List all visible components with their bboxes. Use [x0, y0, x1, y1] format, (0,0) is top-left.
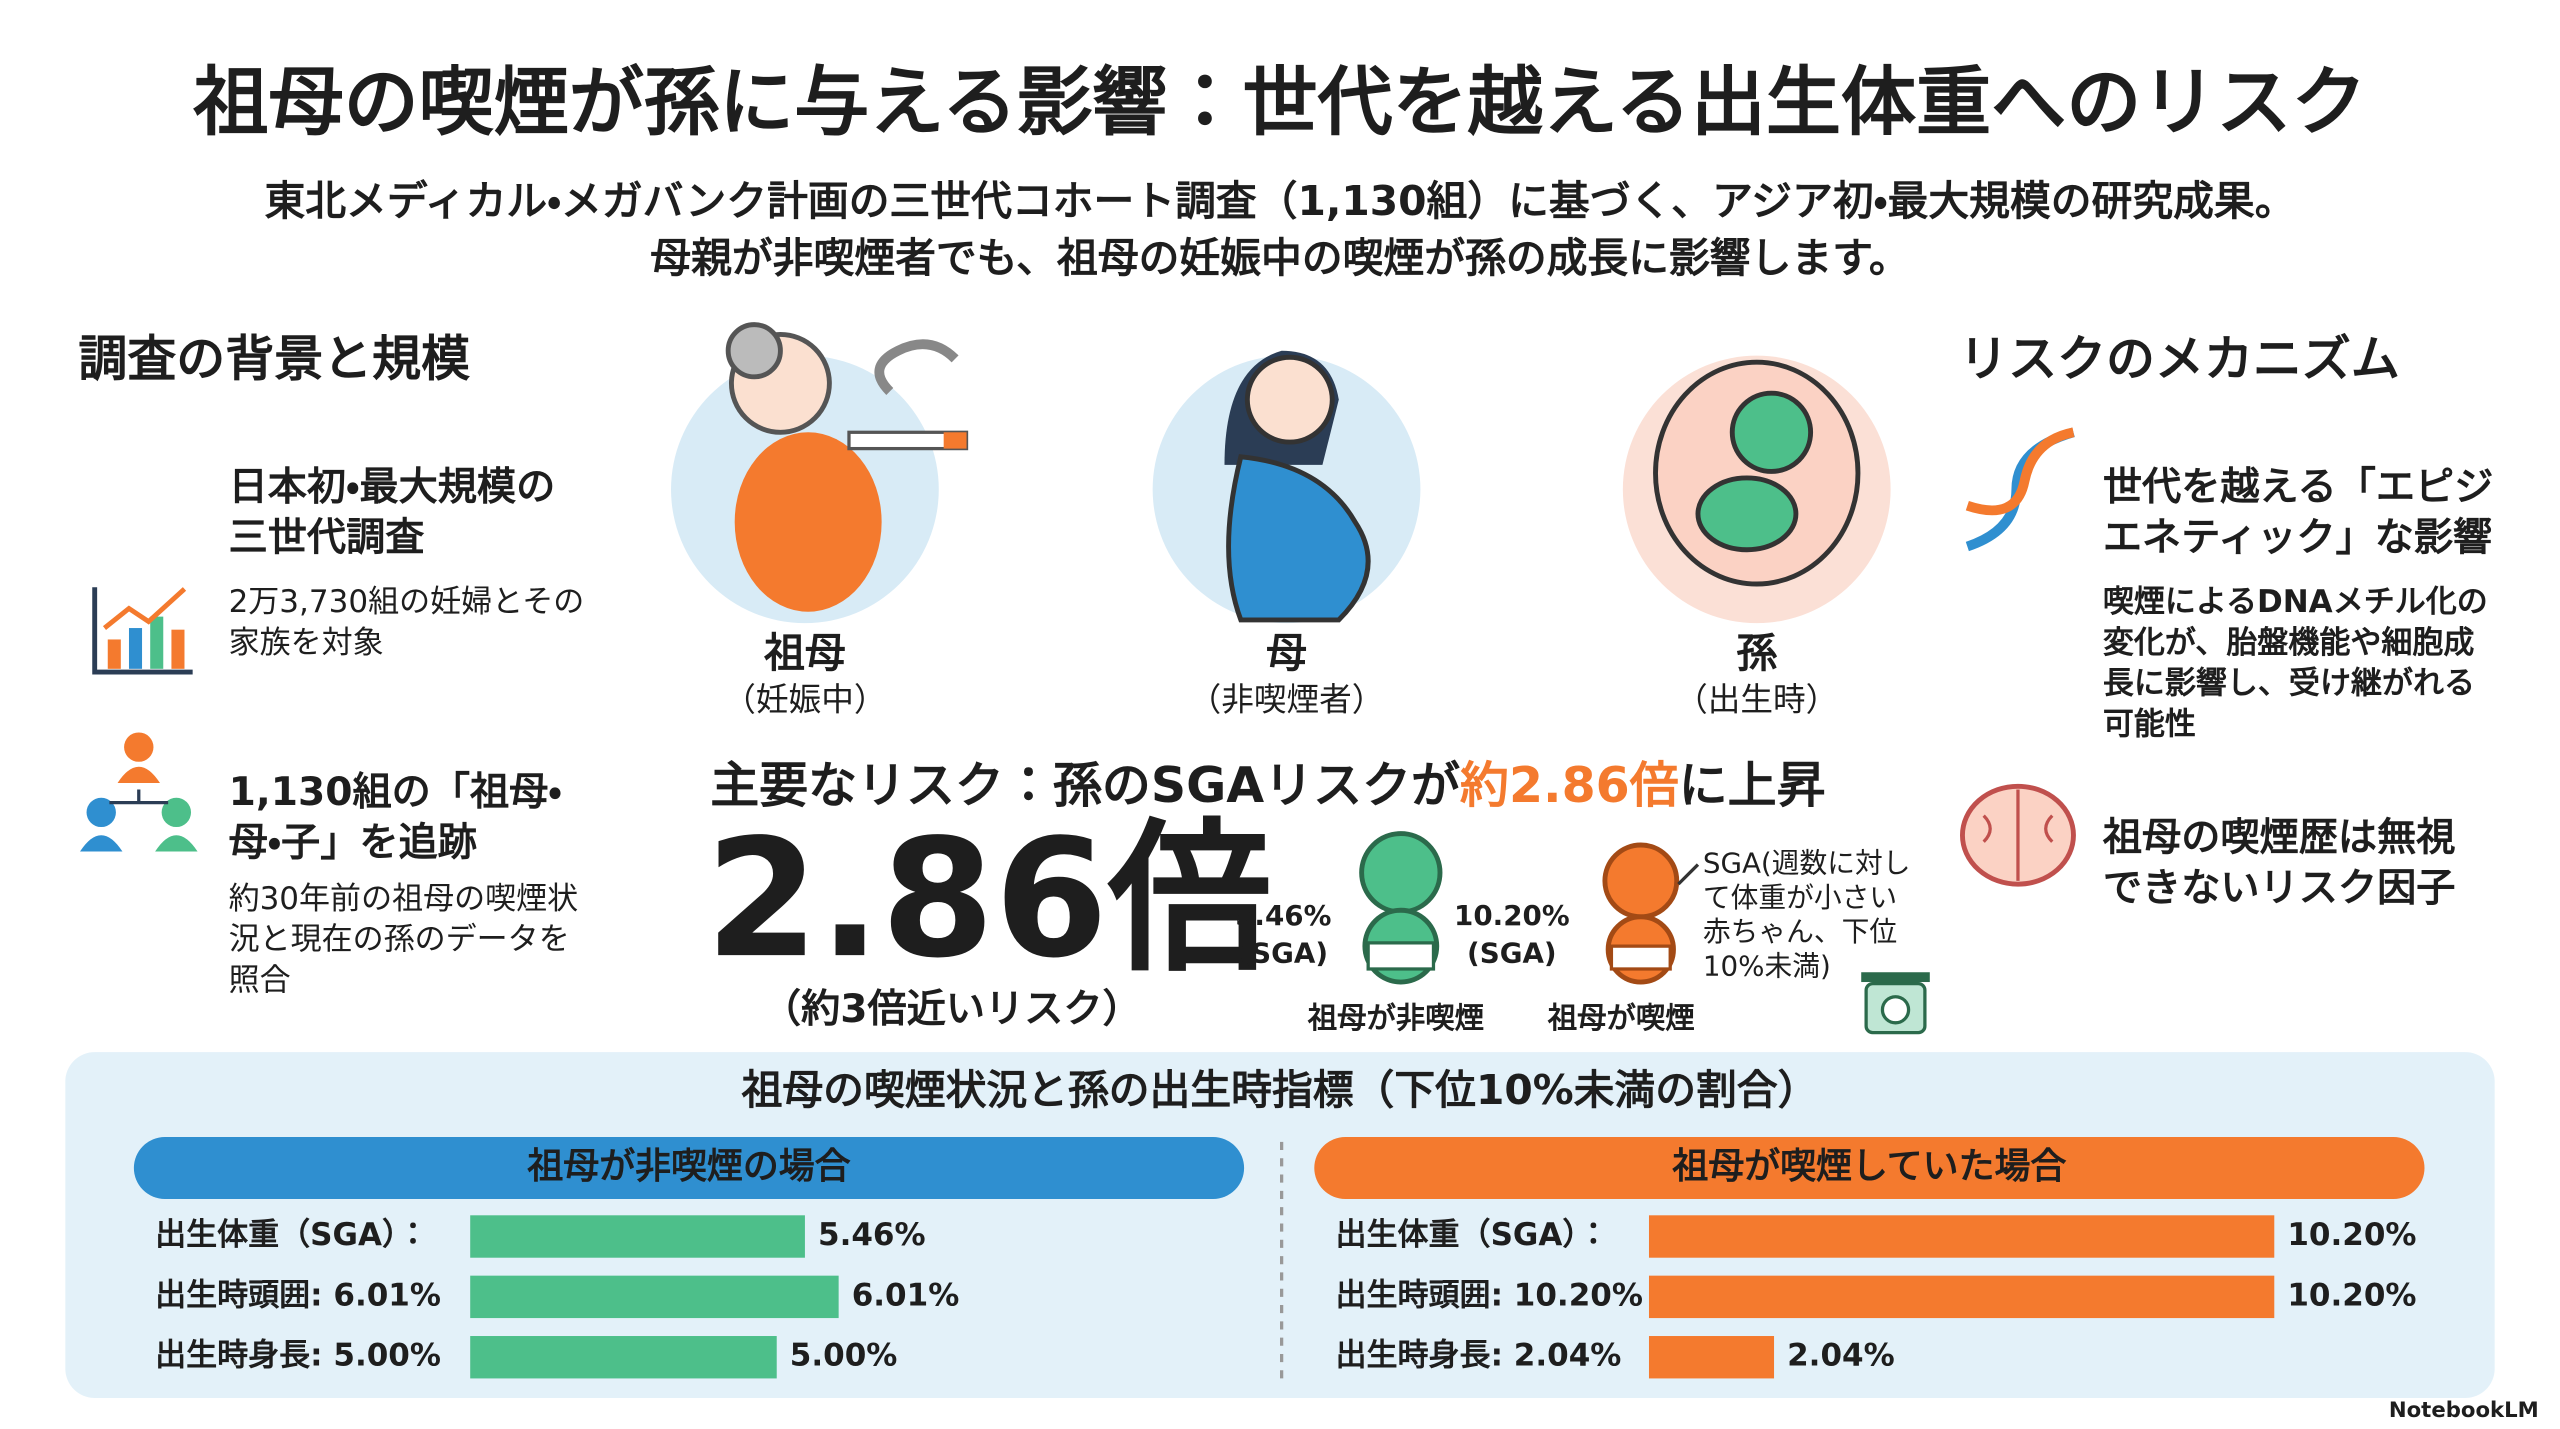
risk-heading-part: 主要なリスク：孫のSGAリスクが: [710, 756, 1460, 813]
bar: [470, 1215, 805, 1258]
bar-value-label: 10.20%: [2287, 1277, 2416, 1313]
item-text: 変化が、胎盤機能や細胞成: [2103, 625, 2475, 661]
subtitle: 母親が非喫煙者でも、祖母の妊娠中の喫煙が孫の成長に影響します。: [650, 234, 1909, 282]
title: 祖母の喫煙が孫に与える影響：世代を越える出生体重へのリスク: [192, 58, 2366, 146]
bar: [1648, 1275, 2275, 1319]
footer: NotebookLM: [2389, 1398, 2539, 1423]
sga-note: SGA(週数に対し: [1703, 847, 1911, 880]
baby-icon: [1359, 831, 1443, 985]
bar: [1648, 1215, 2275, 1258]
bar: [1648, 1336, 1775, 1379]
scale-icon: [1861, 972, 1930, 1035]
panel-heading: 祖母が非喫煙の場合: [526, 1146, 850, 1187]
mother-icon: [1224, 350, 1371, 623]
section-heading: リスクのメカニズム: [1959, 331, 2400, 388]
bar-value-label: 6.01%: [852, 1277, 960, 1313]
item-title: 世代を越える「エピジ: [2103, 465, 2494, 510]
item-text: 長に影響し、受け継がれる: [2103, 666, 2475, 702]
item-title: 日本初・最大規模の: [229, 465, 556, 510]
figure-label: 母: [1266, 629, 1307, 677]
item-text: 約30年前の祖母の喫煙状: [229, 881, 579, 917]
bar: [470, 1336, 777, 1379]
item-text: 家族を対象: [229, 625, 384, 661]
baby-rate: 10.20%: [1454, 899, 1570, 932]
row-label: 出生時身長: 2.04%: [1336, 1338, 1622, 1374]
item-title: 三世代調査: [229, 515, 425, 560]
sga-note: 10%未満): [1703, 949, 1831, 982]
bar-value-label: 5.46%: [818, 1217, 926, 1253]
subtitle: 東北メディカル・メガバンク計画の三世代コホート調査（1,130組）に基づく、アジ…: [264, 177, 2295, 225]
brain-icon: [1960, 783, 2076, 887]
risk-heading-part: に上昇: [1679, 756, 1826, 813]
panel-header: [133, 1137, 1245, 1199]
row-label: 出生時頭囲: 10.20%: [1336, 1277, 1643, 1313]
grandmother-icon: [725, 322, 969, 612]
baby-rate: 5.46%: [1235, 899, 1331, 932]
big-note: （約3倍近いリスク）: [762, 987, 1142, 1032]
figure-label: 祖母: [763, 629, 846, 677]
item-text: 可能性: [2103, 706, 2196, 742]
panel-header: [1314, 1137, 2425, 1199]
dna-icon: [1965, 427, 2075, 552]
item-title: 1,130組の「祖母・: [229, 770, 562, 815]
item-text: 照合: [229, 963, 291, 999]
row-label: 出生時身長: 5.00%: [155, 1338, 441, 1374]
item-title: エネティック」な影響: [2103, 515, 2492, 560]
fetus-icon: [1653, 359, 1861, 587]
risk-heading: 主要なリスク：孫のSGAリスクが約2.86倍に上昇: [710, 756, 1825, 813]
row-label: 出生体重（SGA）：: [1336, 1217, 1609, 1253]
risk-heading-part: 約2.86倍: [1460, 756, 1679, 813]
figure-note: （非喫煙者）: [1189, 680, 1385, 718]
baby-tag: (SGA): [1238, 936, 1328, 969]
item-title: できないリスク因子: [2103, 866, 2456, 911]
pointer: [1677, 863, 1700, 886]
baby-icon: [1602, 842, 1680, 985]
baby-caption: 祖母が非喫煙: [1307, 1001, 1484, 1035]
figure-note: （妊娠中）: [723, 680, 886, 718]
bar-value-label: 10.20%: [2287, 1217, 2416, 1253]
item-text: 2万3,730組の妊婦とその: [229, 584, 585, 620]
sga-note: て体重が小さい: [1703, 881, 1897, 914]
comparison-title: 祖母の喫煙状況と孫の出生時指標（下位10%未満の割合）: [741, 1066, 1819, 1114]
people-icon: [80, 732, 198, 852]
bar-value-label: 5.00%: [790, 1338, 898, 1374]
row-label: 出生体重（SGA）：: [155, 1217, 428, 1253]
item-text: 喫煙によるDNAメチル化の: [2103, 584, 2488, 620]
row-label: 出生時頭囲: 6.01%: [155, 1277, 441, 1313]
baby-tag: (SGA): [1467, 936, 1557, 969]
panel-heading: 祖母が喫煙していた場合: [1671, 1146, 2066, 1187]
chart-icon: [92, 587, 193, 675]
item-title: 祖母の喫煙歴は無視: [2102, 816, 2456, 861]
bar-value-label: 2.04%: [1787, 1338, 1895, 1374]
figure-note: （出生時）: [1675, 680, 1838, 718]
figure-label: 孫: [1736, 629, 1777, 677]
baby-caption: 祖母が喫煙: [1547, 1001, 1695, 1035]
sga-note: 赤ちゃん、下位: [1703, 915, 1897, 948]
bar: [470, 1275, 839, 1319]
big-number: 2.86倍: [705, 805, 1271, 994]
item-text: 況と現在の孫のデータを: [229, 922, 570, 958]
item-title: 母・子」を追跡: [229, 821, 477, 866]
section-heading: 調査の背景と規模: [78, 331, 470, 388]
